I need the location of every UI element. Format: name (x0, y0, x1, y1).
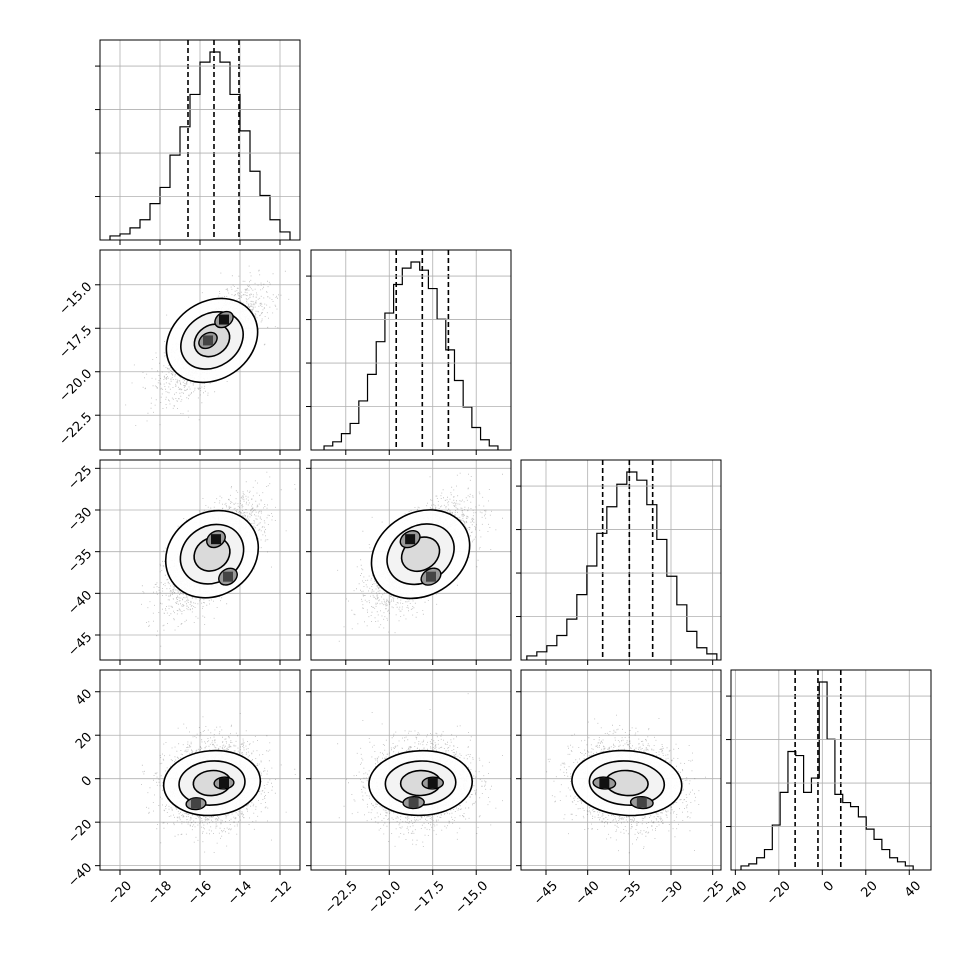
histogram-panel-2 (516, 459, 722, 665)
x-tick-label: −18 (145, 878, 175, 908)
x-tick-label: −45 (531, 878, 561, 908)
panel-content (141, 469, 296, 647)
scatter-panel-3-0: −20 −18 −16 −14 −12 −40 −20 0 20 40 (65, 669, 301, 908)
density-peak-core (219, 314, 229, 325)
density-peak-core (203, 335, 213, 346)
scatter-points (337, 693, 503, 847)
density-peak-core (219, 778, 229, 789)
y-tick-label: 0 (79, 773, 95, 789)
histogram-panel-3: −40 −20 0 20 40 (720, 669, 932, 908)
panel-content (546, 714, 721, 854)
panel-frame (310, 459, 512, 661)
x-tick-label: −20.0 (366, 878, 405, 917)
y-tick-label: −40 (65, 860, 95, 890)
y-tick-label: −35 (65, 546, 95, 576)
panel-bg (521, 460, 721, 660)
y-tick-label: −17.5 (57, 323, 96, 362)
x-tick-label: −20 (764, 878, 794, 908)
panel-frame (99, 669, 301, 871)
histogram-step (526, 471, 718, 660)
density-peak-core (426, 571, 436, 582)
histogram-panel-1 (306, 249, 512, 455)
x-tick-label: −40 (720, 878, 750, 908)
y-tick-label: −15.0 (57, 279, 96, 318)
panel-frame (99, 459, 301, 661)
panel-frame (520, 459, 722, 661)
y-tick-label: 20 (73, 730, 95, 752)
histogram-step (740, 681, 914, 870)
density-contour (193, 536, 231, 572)
panel-bg (311, 250, 511, 450)
x-tick-label: −30 (656, 878, 686, 908)
density-peak-core (408, 797, 419, 808)
y-tick-label: −45 (65, 630, 95, 660)
x-tick-label: −16 (185, 878, 215, 908)
y-tick-label: −30 (65, 505, 95, 535)
density-peak-core (599, 778, 610, 789)
y-tick-label: −20 (65, 817, 95, 847)
density-peak-core (636, 797, 647, 808)
y-tick-label: 40 (73, 686, 95, 708)
x-tick-label: −17.5 (409, 878, 448, 917)
x-tick-label: −14 (225, 878, 255, 908)
scatter-panel-2-0: −45 −40 −35 −30 −25 (65, 459, 301, 665)
y-tick-label: −40 (65, 588, 95, 618)
panel-frame (520, 669, 722, 871)
x-tick-label: 20 (859, 878, 881, 900)
panel-frame (730, 669, 932, 871)
scatter-panel-1-0: −22.5 −20.0 −17.5 −15.0 (57, 249, 301, 455)
scatter-panel-3-1: −22.5 −20.0 −17.5 −15.0 (306, 669, 512, 917)
density-peak-core (427, 778, 438, 789)
density-peak-core (223, 571, 233, 582)
panel-content (337, 693, 503, 847)
scatter-panel-2-1 (306, 459, 512, 665)
y-tick-label: −25 (65, 463, 95, 493)
y-tick-label: −20.0 (57, 366, 96, 405)
panel-content (141, 713, 296, 853)
x-tick-label: 0 (821, 878, 837, 894)
panel-frame (99, 249, 301, 451)
panel-content (337, 472, 503, 642)
x-tick-label: −15.0 (452, 878, 491, 917)
x-tick-label: −22.5 (322, 878, 361, 917)
panel-frame (99, 39, 301, 241)
scatter-panel-3-2: −45 −40 −35 −30 −25 (516, 669, 728, 908)
density-peak-core (211, 534, 221, 545)
histogram-step (109, 51, 291, 240)
x-tick-label: −35 (614, 878, 644, 908)
panel-frame (310, 249, 512, 451)
panel-bg (731, 670, 931, 870)
x-tick-label: −25 (698, 878, 728, 908)
x-tick-label: −12 (265, 878, 295, 908)
density-peak-core (405, 534, 416, 545)
panel-frame (310, 669, 512, 871)
panel-content (125, 265, 290, 426)
density-peak-core (191, 798, 201, 809)
x-tick-label: −20 (105, 878, 135, 908)
histogram-panel-0 (95, 39, 301, 245)
y-tick-label: −22.5 (57, 410, 96, 449)
histogram-step (323, 261, 499, 450)
x-tick-label: 40 (902, 878, 924, 900)
x-tick-label: −40 (573, 878, 603, 908)
